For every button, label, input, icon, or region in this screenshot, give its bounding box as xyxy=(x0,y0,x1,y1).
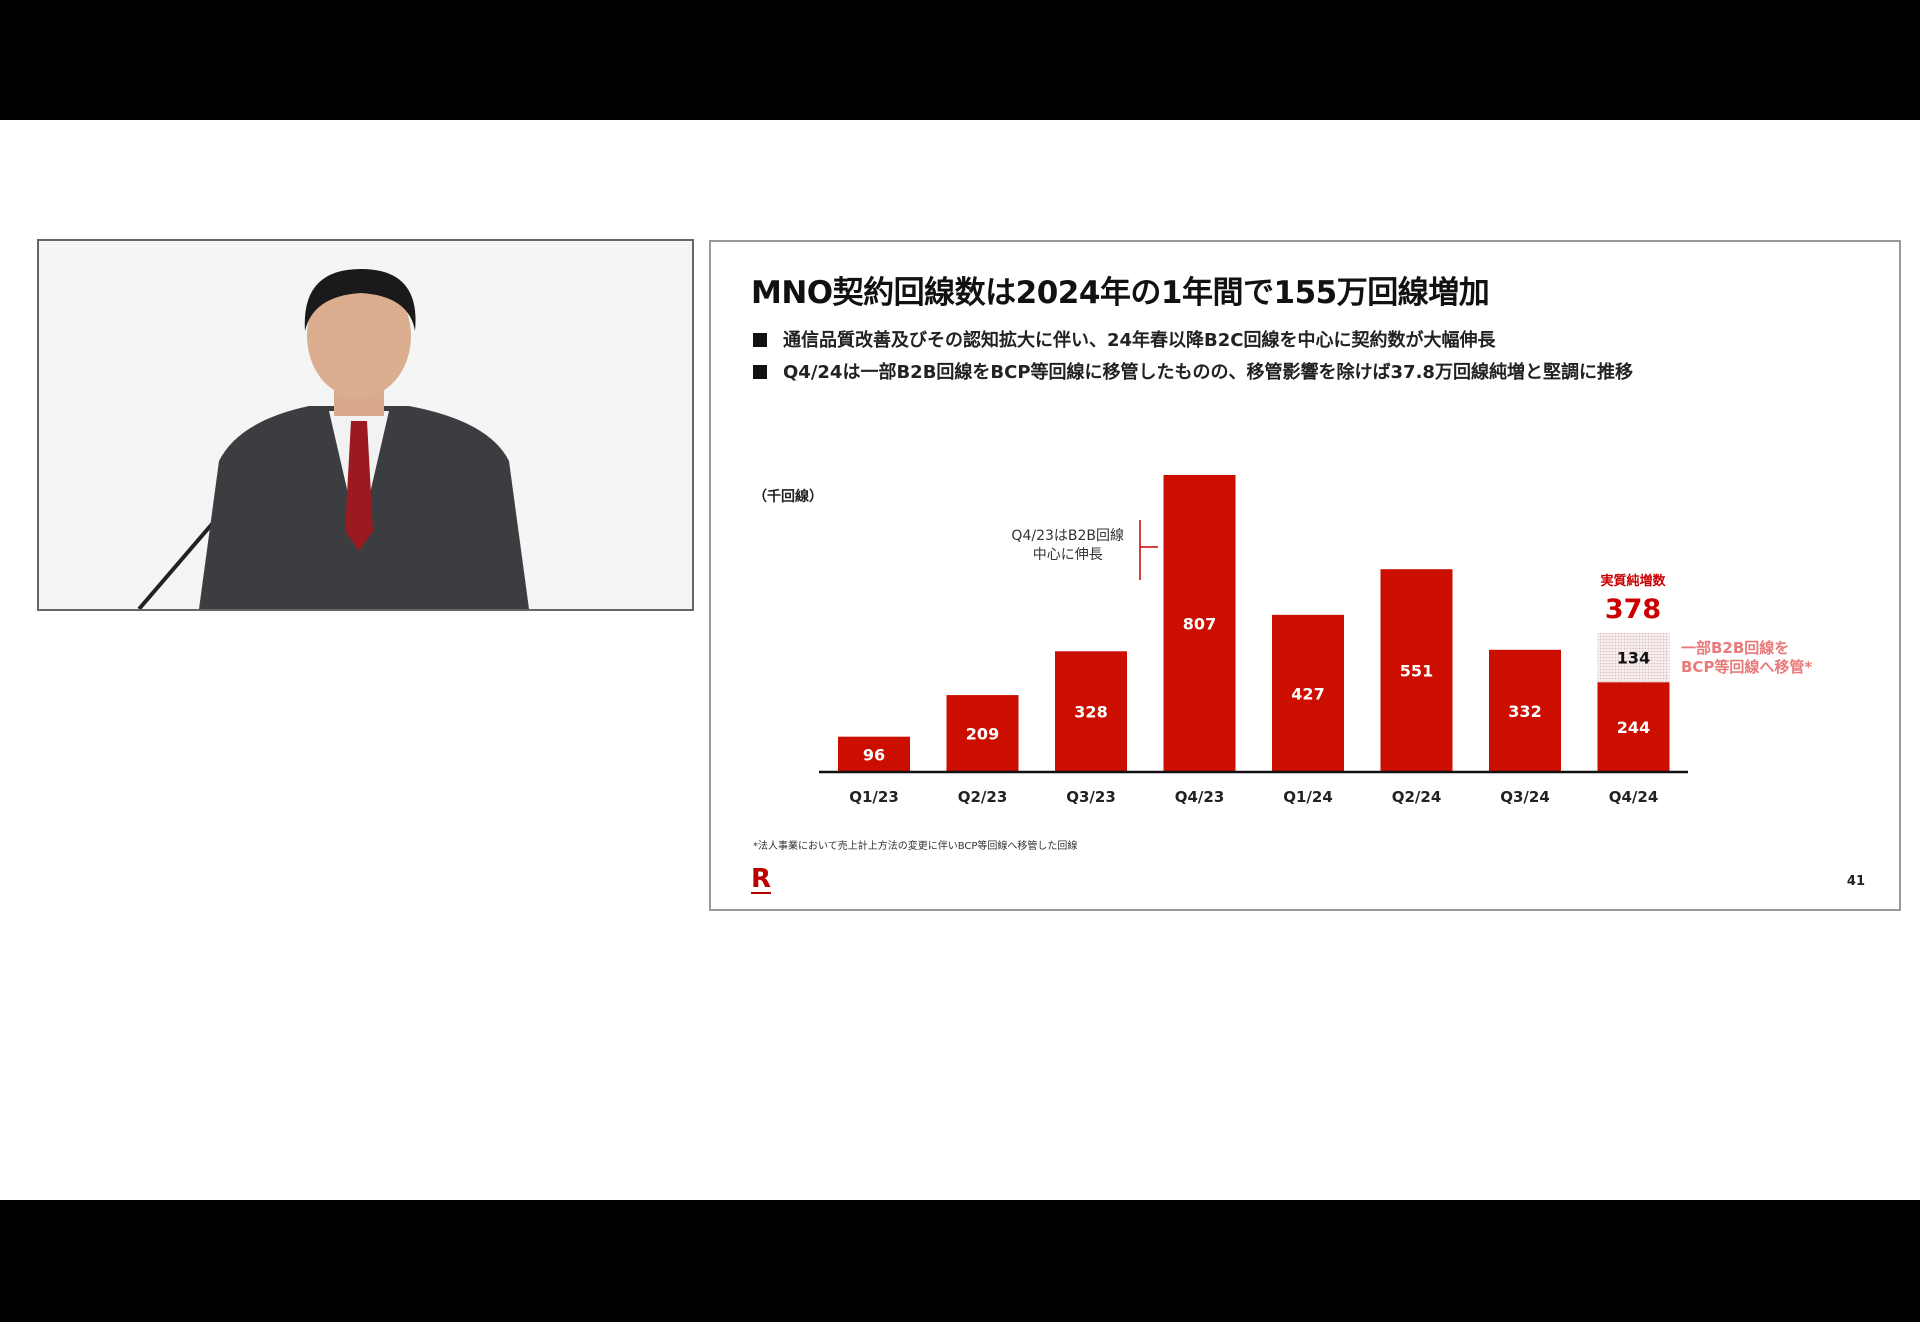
transferred-value-label: 134 xyxy=(1617,649,1650,668)
x-tick-label: Q3/23 xyxy=(1066,788,1116,806)
x-tick-label: Q4/24 xyxy=(1609,788,1659,806)
bullet-text: Q4/24は一部B2B回線をBCP等回線に移管したものの、移管影響を除けば37.… xyxy=(783,362,1633,383)
annotation-bracket xyxy=(1139,520,1158,580)
x-tick-label: Q1/24 xyxy=(1283,788,1333,806)
top-letterbox xyxy=(0,0,1920,120)
bar-Q4/24 xyxy=(1597,682,1670,772)
annotation-line: 中心に伸長 xyxy=(1032,547,1103,563)
q4-23-annotation: Q4/23はB2B回線 中心に伸長 xyxy=(1011,527,1124,565)
bar-Q3/24 xyxy=(1489,649,1561,772)
bullet-square-icon xyxy=(753,333,767,347)
bar-value-label: 807 xyxy=(1183,615,1216,634)
bullet-text: 通信品質改善及びその認知拡大に伴い、24年春以降B2C回線を中心に契約数が大幅伸… xyxy=(783,330,1496,351)
bar-Q4/23 xyxy=(1163,475,1236,772)
bar-Q1/24 xyxy=(1272,614,1344,772)
bar-value-label: 244 xyxy=(1617,718,1650,737)
slide-title: MNO契約回線数は2024年の1年間で155万回線増加 xyxy=(751,275,1490,311)
y-axis-unit: （千回線） xyxy=(753,489,823,505)
presentation-slide: MNO契約回線数は2024年の1年間で155万回線増加 通信品質改善及びその認知… xyxy=(709,240,1901,911)
bullet-1: 通信品質改善及びその認知拡大に伴い、24年春以降B2C回線を中心に契約数が大幅伸… xyxy=(753,330,1496,352)
bar-transferred-segment xyxy=(1597,632,1670,683)
transfer-note-line: 一部B2B回線を xyxy=(1681,639,1790,657)
bullet-2: Q4/24は一部B2B回線をBCP等回線に移管したものの、移管影響を除けば37.… xyxy=(753,362,1633,384)
bar-Q2/23 xyxy=(946,695,1019,772)
speaker-image xyxy=(39,241,692,609)
annotation-line: Q4/23はB2B回線 xyxy=(1011,528,1124,544)
bottom-letterbox xyxy=(0,1200,1920,1322)
bar-value-label: 551 xyxy=(1400,662,1433,681)
page-number: 41 xyxy=(1846,874,1865,889)
bar-value-label: 427 xyxy=(1291,684,1324,703)
bar-Q1/23 xyxy=(838,736,910,772)
bar-value-label: 96 xyxy=(863,745,885,764)
footnote: *法人事業において売上計上方法の変更に伴いBCP等回線へ移管した回線 xyxy=(753,841,1078,852)
x-tick-label: Q3/24 xyxy=(1500,788,1550,806)
bar-value-label: 332 xyxy=(1508,702,1541,721)
x-tick-label: Q4/23 xyxy=(1175,788,1225,806)
transfer-note-line: BCP等回線へ移管* xyxy=(1681,658,1813,676)
x-tick-label: Q2/23 xyxy=(958,788,1008,806)
bar-value-label: 328 xyxy=(1074,703,1107,722)
transfer-note: 一部B2B回線を BCP等回線へ移管* xyxy=(1681,639,1812,677)
speaker-video xyxy=(37,239,694,611)
bar-Q2/24 xyxy=(1380,569,1453,772)
rakuten-logo: R xyxy=(751,864,772,894)
bar-Q3/23 xyxy=(1055,651,1127,772)
x-tick-label: Q1/23 xyxy=(849,788,899,806)
bar-value-label: 209 xyxy=(966,725,999,744)
bullet-square-icon xyxy=(753,365,767,379)
x-tick-label: Q2/24 xyxy=(1392,788,1442,806)
net-increase-value: 378 xyxy=(1604,594,1662,625)
net-increase-label: 実質純増数 xyxy=(1600,574,1666,589)
bar-chart: 96 Q1/23 209 Q2/23 328 Q3/23 807 Q4/23 427 Q1/24 5… xyxy=(819,475,1688,806)
